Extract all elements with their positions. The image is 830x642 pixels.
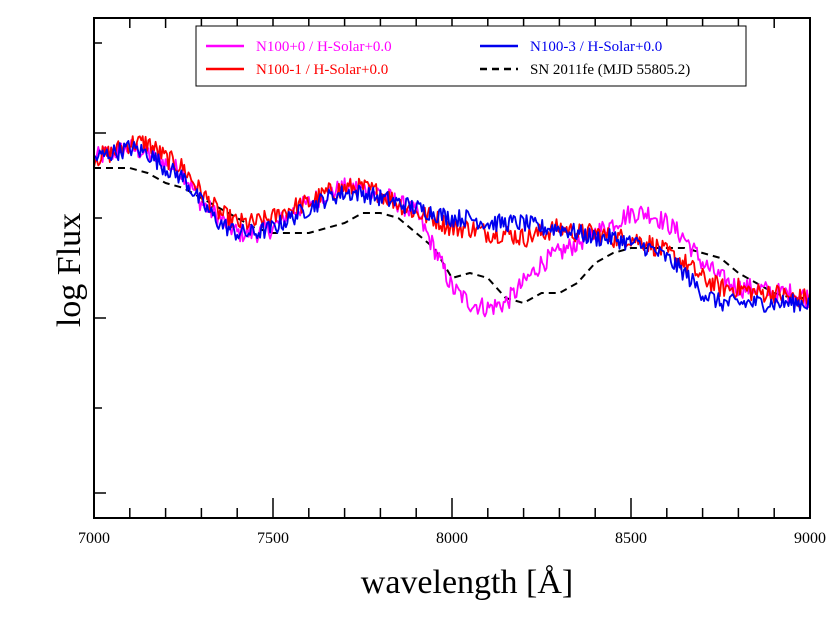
x-tick-label: 9000 (794, 530, 826, 547)
legend-label: SN 2011fe (MJD 55805.2) (530, 62, 690, 78)
legend-label: N100-3 / H-Solar+0.0 (530, 39, 662, 55)
y-axis-title: log Flux (51, 213, 88, 327)
x-tick-label: 8000 (436, 530, 468, 547)
series-line (93, 140, 811, 313)
x-tick-label: 8500 (615, 530, 647, 547)
legend-box (195, 25, 747, 87)
x-tick-label: 7500 (257, 530, 289, 547)
legend-label: N100+0 / H-Solar+0.0 (256, 39, 392, 55)
legend-label: N100-1 / H-Solar+0.0 (256, 62, 388, 78)
x-tick-label: 7000 (78, 530, 110, 547)
x-axis-title: wavelength [Å] (361, 564, 573, 601)
plot-lines (93, 135, 811, 318)
legend: N100+0 / H-Solar+0.0 N100-1 / H-Solar+0.0… (195, 25, 747, 87)
x-tick-labels: 7000 7500 8000 8500 9000 (78, 530, 826, 547)
series-line (93, 139, 811, 318)
